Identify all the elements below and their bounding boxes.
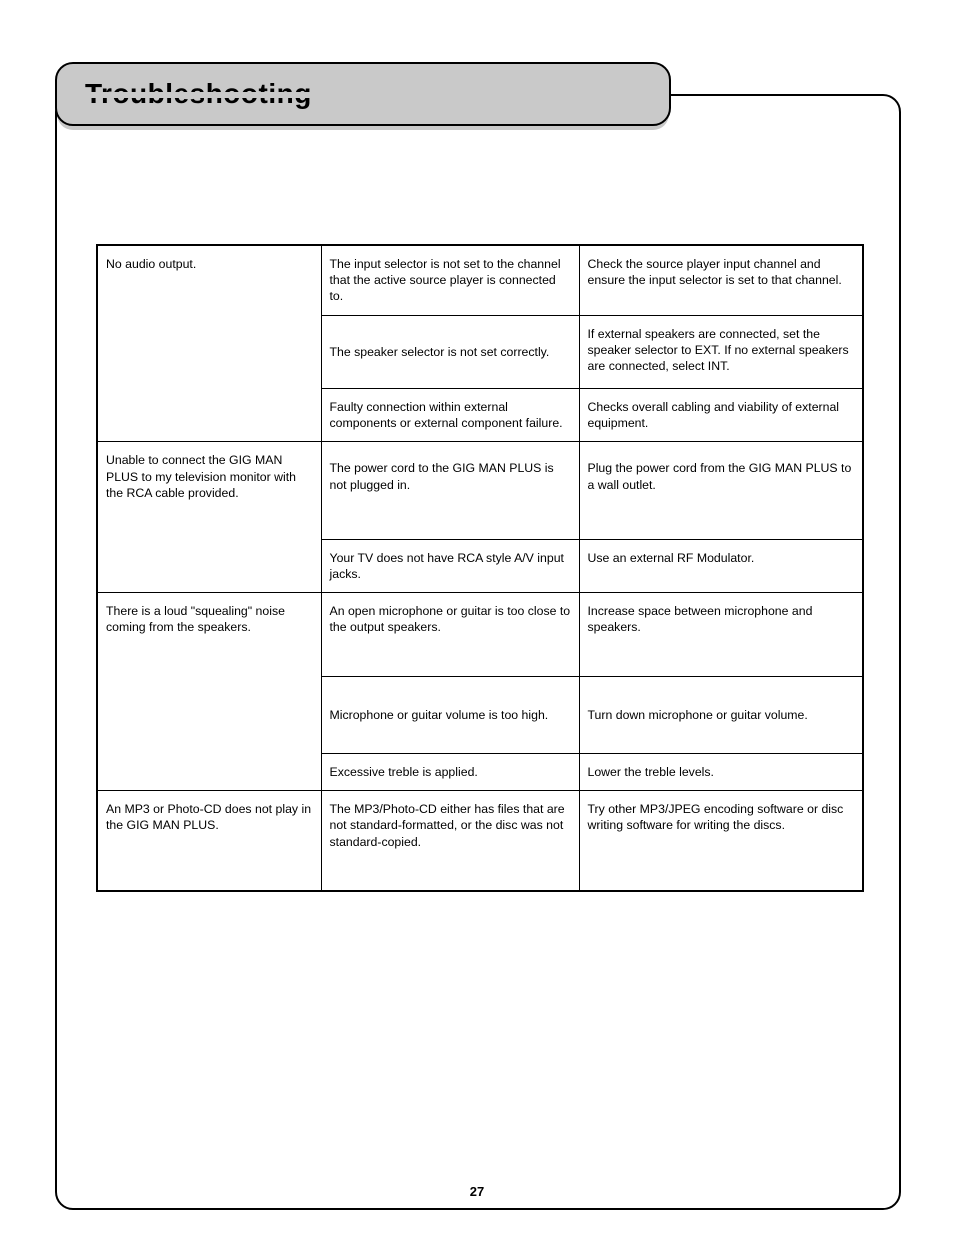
remedy-cell: Turn down microphone or guitar volume.	[579, 676, 863, 753]
remedy-cell: Try other MP3/JPEG encoding software or …	[579, 791, 863, 891]
remedy-cell: Lower the treble levels.	[579, 753, 863, 790]
symptom-cell: No audio output.	[97, 245, 321, 442]
cause-cell: Excessive treble is applied.	[321, 753, 579, 790]
symptom-cell: An MP3 or Photo-CD does not play in the …	[97, 791, 321, 891]
cause-cell: Faulty connection within external compon…	[321, 388, 579, 441]
symptom-cell: Unable to connect the GIG MAN PLUS to my…	[97, 442, 321, 593]
symptom-cell: There is a loud "squealing" noise coming…	[97, 593, 321, 791]
table-row: There is a loud "squealing" noise coming…	[97, 593, 863, 676]
table-row: An MP3 or Photo-CD does not play in the …	[97, 791, 863, 891]
remedy-cell: If external speakers are connected, set …	[579, 315, 863, 388]
page-number: 27	[0, 1184, 954, 1199]
remedy-cell: Check the source player input channel an…	[579, 245, 863, 315]
cause-cell: The speaker selector is not set correctl…	[321, 315, 579, 388]
remedy-cell: Checks overall cabling and viability of …	[579, 388, 863, 441]
remedy-cell: Use an external RF Modulator.	[579, 539, 863, 592]
cause-cell: The MP3/Photo-CD either has files that a…	[321, 791, 579, 891]
table-row: No audio output. The input selector is n…	[97, 245, 863, 315]
cause-cell: An open microphone or guitar is too clos…	[321, 593, 579, 676]
remedy-cell: Plug the power cord from the GIG MAN PLU…	[579, 442, 863, 539]
cause-cell: The power cord to the GIG MAN PLUS is no…	[321, 442, 579, 539]
cause-cell: The input selector is not set to the cha…	[321, 245, 579, 315]
remedy-cell: Increase space between microphone and sp…	[579, 593, 863, 676]
troubleshooting-table: No audio output. The input selector is n…	[96, 244, 864, 892]
title-tab-border-mask	[58, 92, 668, 98]
cause-cell: Your TV does not have RCA style A/V inpu…	[321, 539, 579, 592]
table-row: Unable to connect the GIG MAN PLUS to my…	[97, 442, 863, 539]
cause-cell: Microphone or guitar volume is too high.	[321, 676, 579, 753]
page: Troubleshooting No audio output. The inp…	[0, 0, 954, 1235]
